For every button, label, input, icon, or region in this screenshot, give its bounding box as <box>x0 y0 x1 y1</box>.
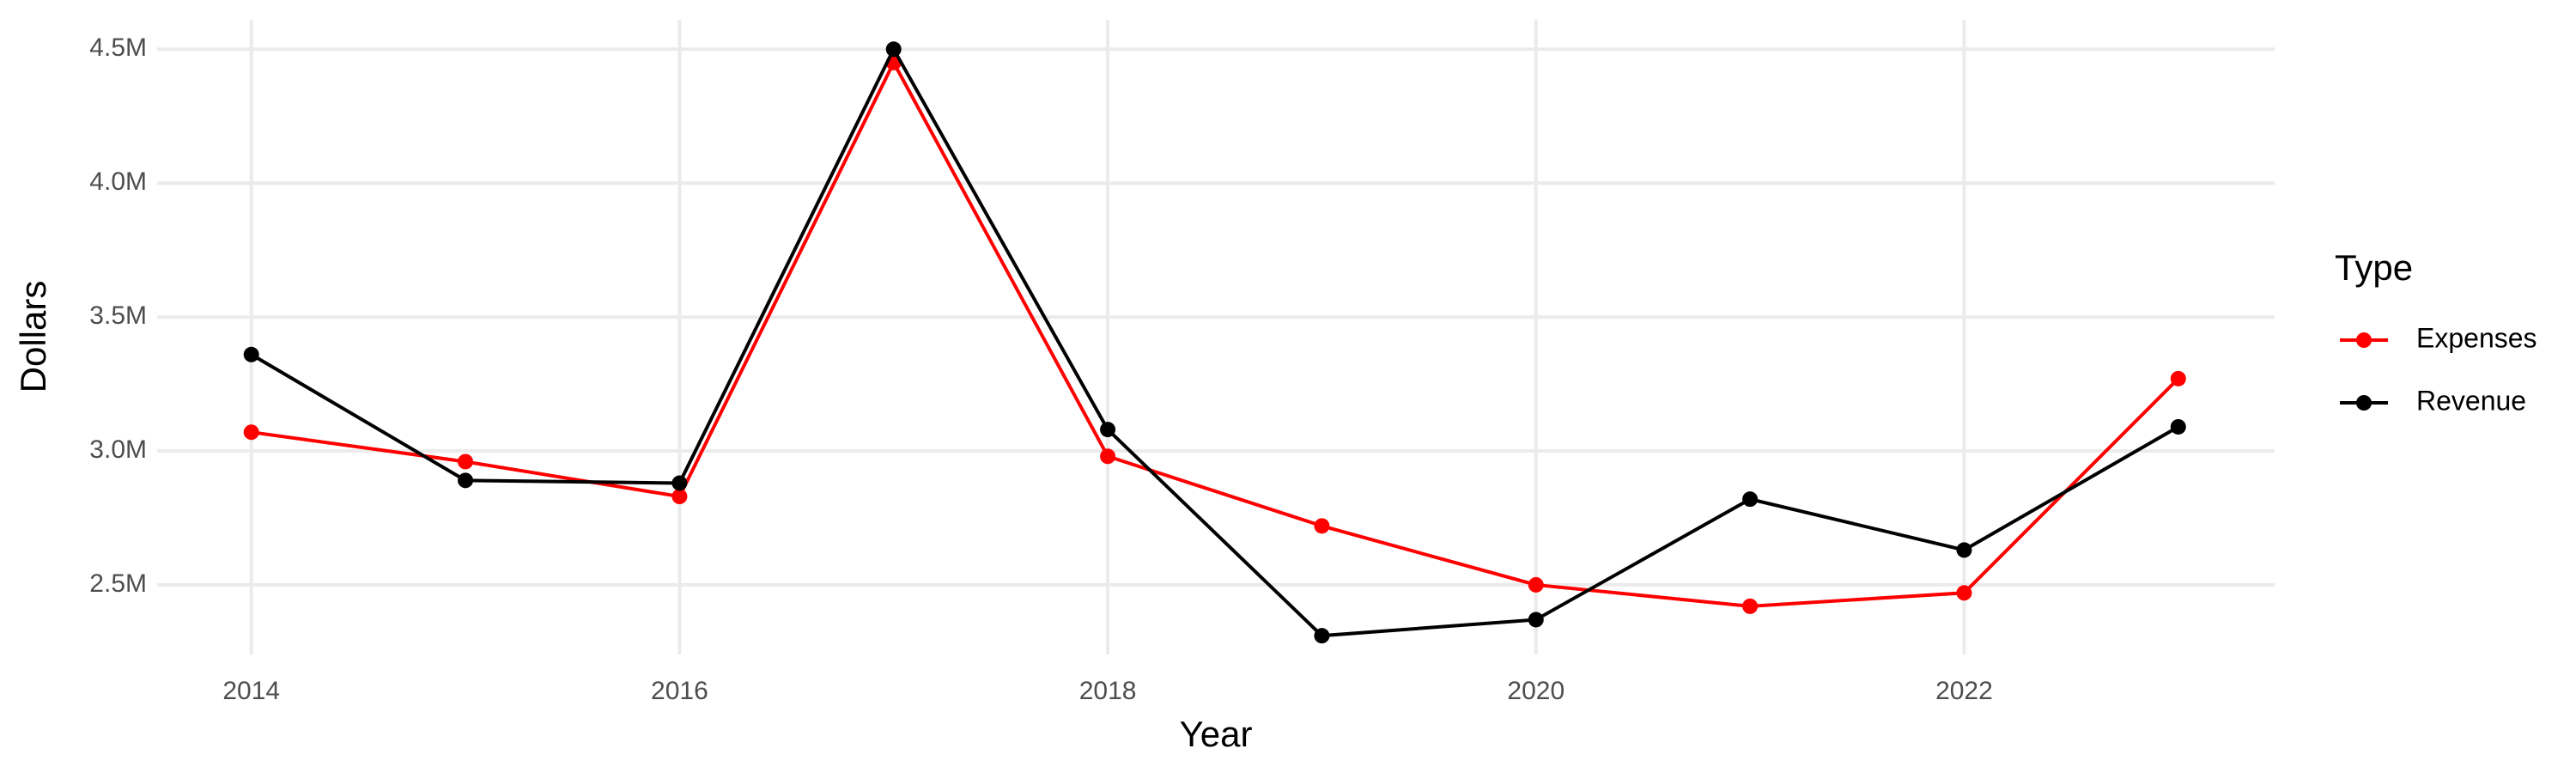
data-point <box>243 346 259 362</box>
data-point <box>1100 448 1116 465</box>
data-point <box>1528 612 1544 628</box>
data-point <box>671 475 688 491</box>
y-axis-title: Dollars <box>13 281 53 393</box>
legend-label: Revenue <box>2416 385 2526 416</box>
x-tick-label: 2016 <box>651 677 708 705</box>
y-tick-label: 3.0M <box>89 435 147 464</box>
legend-title: Type <box>2335 247 2413 288</box>
x-tick-label: 2014 <box>222 677 280 705</box>
data-point <box>1314 628 1330 644</box>
data-point <box>1742 491 1759 508</box>
y-tick-label: 2.5M <box>89 569 147 598</box>
legend-key-point <box>2356 395 2372 411</box>
data-point <box>1314 518 1330 534</box>
series-line <box>251 58 2180 608</box>
data-point <box>2170 418 2186 435</box>
x-tick-label: 2022 <box>1935 677 1993 705</box>
data-point <box>2170 370 2186 386</box>
legend-key-point <box>2356 332 2372 348</box>
data-point <box>243 424 259 441</box>
data-point <box>1528 576 1544 593</box>
y-tick-label: 3.5M <box>89 301 147 330</box>
data-point <box>458 453 474 470</box>
data-point <box>1956 585 1972 601</box>
series-line <box>250 46 2179 638</box>
data-point <box>1956 542 1972 558</box>
x-tick-label: 2020 <box>1507 677 1564 705</box>
data-point <box>1742 598 1759 614</box>
data-point <box>458 472 474 489</box>
y-tick-label: 4.5M <box>89 33 147 62</box>
x-axis-title: Year <box>1180 714 1253 754</box>
y-tick-label: 4.0M <box>89 167 147 196</box>
data-point <box>885 41 902 58</box>
data-point <box>1100 422 1116 438</box>
data-point <box>671 489 688 505</box>
legend-label: Expenses <box>2416 322 2537 353</box>
x-tick-label: 2018 <box>1079 677 1137 705</box>
